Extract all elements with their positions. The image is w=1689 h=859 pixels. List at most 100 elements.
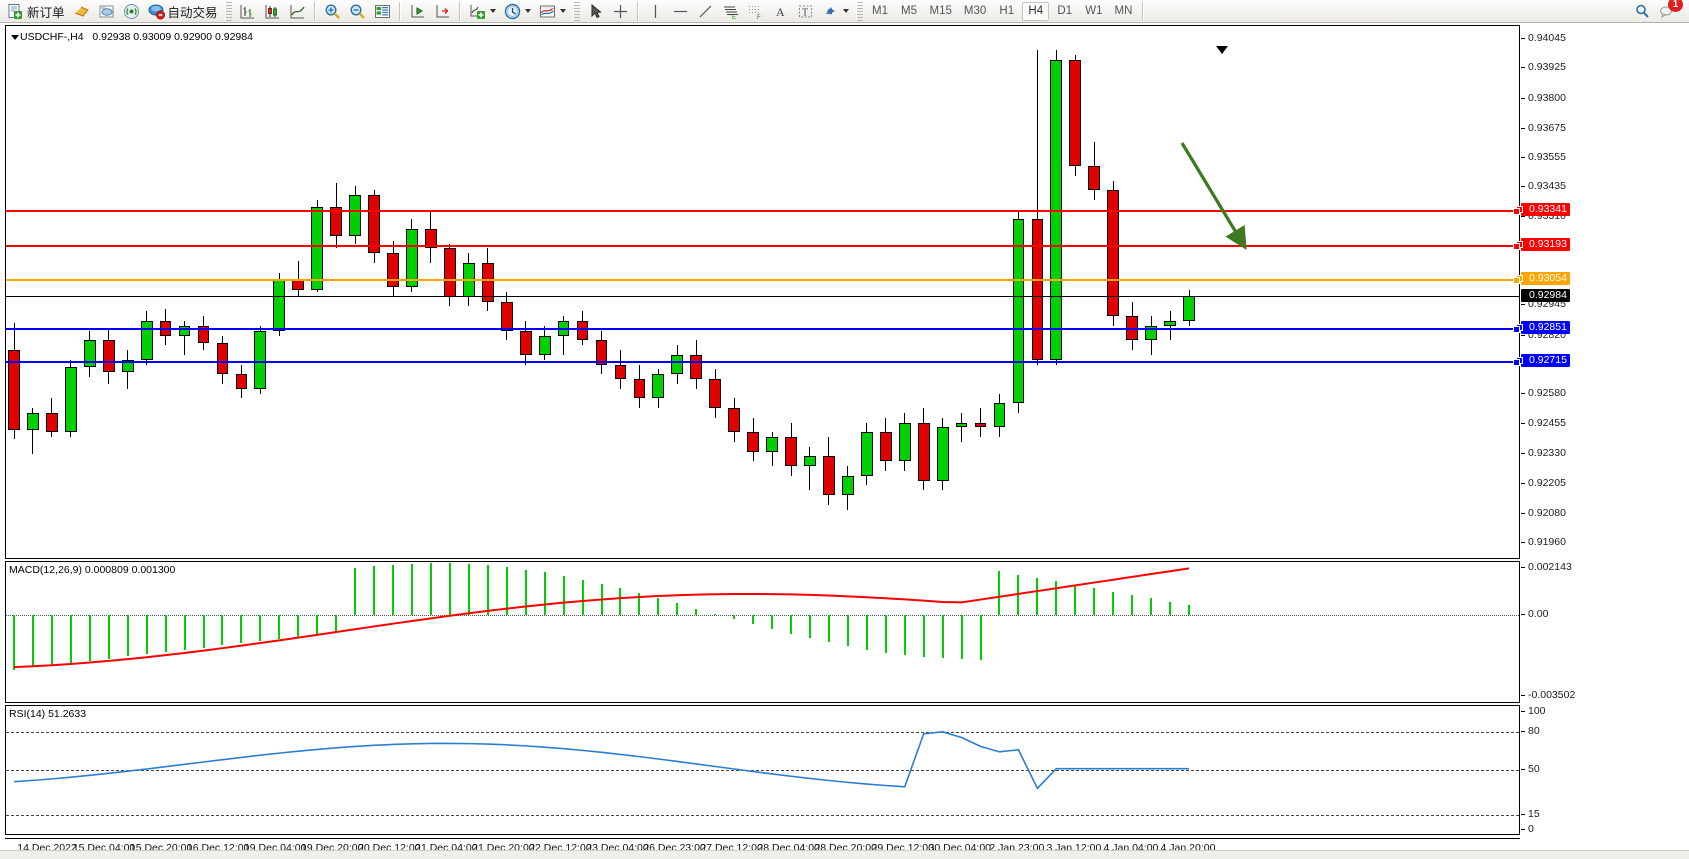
- macd-histogram-bar: [1093, 588, 1096, 616]
- macd-pane[interactable]: MACD(12,26,9) 0.000809 0.001300: [5, 561, 1520, 703]
- macd-signal-line: [13, 567, 1190, 669]
- pivot-line[interactable]: [6, 276, 1520, 284]
- macd-histogram-bar: [733, 615, 736, 620]
- candle: [500, 292, 513, 341]
- macd-histogram-bar: [392, 564, 395, 616]
- price-scale[interactable]: 0.94045 0.93925 0.93800 0.93675 0.93555 0.934…: [1516, 25, 1689, 559]
- support-1-line[interactable]: [6, 326, 1520, 334]
- candle: [652, 369, 665, 409]
- alerts-button[interactable]: 1: [1655, 0, 1683, 22]
- text-label-button[interactable]: T: [793, 1, 818, 22]
- macd-histogram-bar: [884, 615, 887, 653]
- status-bar: [0, 850, 1689, 859]
- macd-histogram-bar: [410, 563, 413, 616]
- objects-button[interactable]: [818, 1, 853, 22]
- macd-histogram-bar: [145, 615, 148, 655]
- candlestick-chart-icon: [264, 3, 281, 20]
- auto-trading-button[interactable]: 自动交易: [144, 1, 222, 22]
- data-window-button[interactable]: [370, 1, 395, 22]
- zoom-out-button[interactable]: [345, 1, 370, 22]
- line-chart-button[interactable]: [285, 1, 310, 22]
- indicators-button[interactable]: [465, 1, 500, 22]
- ohlc-text: 0.92938 0.93009 0.92900 0.92984: [92, 31, 253, 43]
- toolbar-grip-1[interactable]: [224, 1, 232, 21]
- timeframe-d1[interactable]: D1: [1057, 5, 1073, 17]
- bar-chart-button[interactable]: [235, 1, 260, 22]
- candle: [974, 408, 987, 438]
- symbol-dropdown-icon[interactable]: [11, 35, 19, 40]
- text-label-icon: T: [797, 3, 814, 20]
- candle: [633, 364, 646, 409]
- rsi-level-50: [6, 770, 1519, 771]
- objects-dropdown-caret-icon[interactable]: [842, 9, 849, 13]
- search-icon: [1634, 3, 1651, 20]
- templates-icon: [539, 3, 556, 20]
- horizontal-line-button[interactable]: [668, 1, 693, 22]
- vertical-line-button[interactable]: [643, 1, 668, 22]
- search-button[interactable]: [1630, 1, 1655, 22]
- period-dropdown-caret-icon[interactable]: [524, 9, 531, 13]
- auto-scroll-icon: [409, 3, 426, 20]
- indicators-dropdown-caret-icon[interactable]: [489, 9, 496, 13]
- toolbar-grip-3[interactable]: [855, 1, 863, 21]
- candle: [349, 185, 361, 244]
- candle: [235, 364, 248, 399]
- macd-histogram-bar: [960, 615, 963, 660]
- text-button[interactable]: A: [768, 1, 793, 22]
- cloud-icon: [98, 3, 115, 20]
- svg-text:A: A: [776, 5, 785, 19]
- candle: [1050, 50, 1063, 365]
- timeframe-m15[interactable]: M15: [929, 5, 952, 17]
- candle: [557, 316, 570, 355]
- cloud-button[interactable]: [94, 1, 119, 22]
- rsi-pane[interactable]: RSI(14) 51.2633: [5, 705, 1520, 835]
- trendline-icon: [697, 3, 714, 20]
- timeframe-h4[interactable]: H4: [1022, 1, 1050, 21]
- templates-button[interactable]: [535, 1, 570, 22]
- candle: [368, 190, 380, 263]
- macd-histogram-bar: [1017, 574, 1020, 616]
- trendline-button[interactable]: [693, 1, 718, 22]
- candle: [747, 417, 759, 462]
- period-button[interactable]: [500, 1, 535, 22]
- timeframe-m1[interactable]: M1: [872, 5, 889, 17]
- timeframe-w1[interactable]: W1: [1085, 5, 1103, 17]
- macd-histogram-bar: [69, 615, 72, 664]
- bar-chart-type-button[interactable]: [69, 1, 94, 22]
- signal-icon: [123, 3, 140, 20]
- templates-dropdown-caret-icon[interactable]: [559, 9, 566, 13]
- timeframe-h1[interactable]: H1: [999, 5, 1015, 17]
- resistance-1-line[interactable]: [6, 207, 1520, 215]
- equidistant-channel-button[interactable]: F: [743, 1, 768, 22]
- signal-button[interactable]: [119, 1, 144, 22]
- timeframe-m30[interactable]: M30: [963, 5, 987, 17]
- zoom-in-button[interactable]: [320, 1, 345, 22]
- candle: [728, 398, 741, 442]
- new-order-button[interactable]: 新订单: [3, 1, 69, 22]
- price-pane[interactable]: USDCHF-,H4 0.92938 0.93009 0.92900 0.929…: [5, 25, 1520, 559]
- crosshair-button[interactable]: [608, 1, 633, 22]
- fibonacci-button[interactable]: E: [718, 1, 743, 22]
- support-1-tag: 0.92851: [1516, 321, 1570, 335]
- candle: [1069, 55, 1082, 176]
- candle: [8, 323, 20, 440]
- support-2-line[interactable]: [6, 358, 1520, 366]
- resistance-1-tag: 0.93341: [1516, 202, 1570, 216]
- toolbar-grip-2[interactable]: [572, 1, 580, 21]
- cursor-button[interactable]: [583, 1, 608, 22]
- chart-shift-button[interactable]: [430, 1, 455, 22]
- resistance-2-line[interactable]: [6, 243, 1520, 251]
- auto-scroll-button[interactable]: [405, 1, 430, 22]
- candle: [1107, 180, 1120, 326]
- candle: [538, 325, 551, 360]
- timeframe-mn[interactable]: MN: [1114, 5, 1133, 17]
- macd-histogram-bar: [88, 615, 91, 661]
- symbol-text: USDCHF-,H4: [20, 31, 84, 43]
- candle: [993, 393, 1006, 438]
- timeframe-m5[interactable]: M5: [901, 5, 918, 17]
- candle: [102, 328, 115, 384]
- candlestick-chart-button[interactable]: [260, 1, 285, 22]
- cursor-icon: [587, 3, 604, 20]
- macd-histogram-bar: [979, 615, 982, 660]
- toolbar-separator-1: [313, 1, 316, 21]
